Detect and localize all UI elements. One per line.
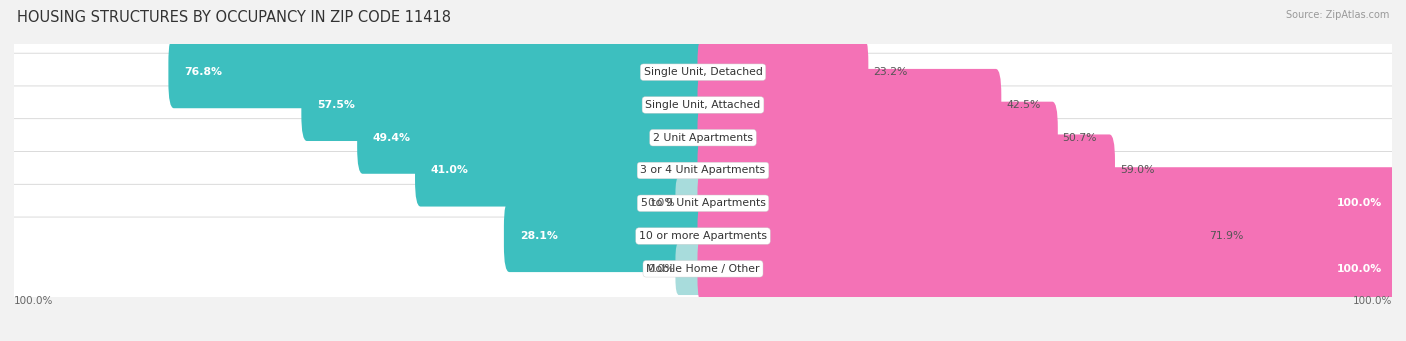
FancyBboxPatch shape (415, 134, 709, 207)
Text: 28.1%: 28.1% (520, 231, 558, 241)
Text: 0.0%: 0.0% (648, 264, 675, 274)
Text: 100.0%: 100.0% (14, 296, 53, 306)
Text: Mobile Home / Other: Mobile Home / Other (647, 264, 759, 274)
Text: HOUSING STRUCTURES BY OCCUPANCY IN ZIP CODE 11418: HOUSING STRUCTURES BY OCCUPANCY IN ZIP C… (17, 10, 451, 25)
FancyBboxPatch shape (675, 242, 706, 295)
Text: Single Unit, Detached: Single Unit, Detached (644, 67, 762, 77)
FancyBboxPatch shape (697, 233, 1398, 305)
FancyBboxPatch shape (697, 134, 1115, 207)
Legend: Owner-occupied, Renter-occupied: Owner-occupied, Renter-occupied (572, 339, 834, 341)
Text: 49.4%: 49.4% (373, 133, 411, 143)
FancyBboxPatch shape (697, 200, 1204, 272)
FancyBboxPatch shape (0, 184, 1406, 288)
Text: 100.0%: 100.0% (1336, 264, 1382, 274)
FancyBboxPatch shape (169, 36, 709, 108)
Text: 100.0%: 100.0% (1353, 296, 1392, 306)
FancyBboxPatch shape (697, 36, 869, 108)
FancyBboxPatch shape (503, 200, 709, 272)
Text: 5 to 9 Unit Apartments: 5 to 9 Unit Apartments (641, 198, 765, 208)
Text: 59.0%: 59.0% (1119, 165, 1154, 176)
FancyBboxPatch shape (0, 151, 1406, 255)
FancyBboxPatch shape (0, 53, 1406, 157)
Text: 41.0%: 41.0% (430, 165, 468, 176)
FancyBboxPatch shape (697, 102, 1057, 174)
FancyBboxPatch shape (0, 20, 1406, 124)
Text: 3 or 4 Unit Apartments: 3 or 4 Unit Apartments (641, 165, 765, 176)
FancyBboxPatch shape (697, 167, 1398, 239)
Text: 57.5%: 57.5% (318, 100, 356, 110)
Text: 100.0%: 100.0% (1336, 198, 1382, 208)
FancyBboxPatch shape (0, 86, 1406, 190)
Text: 50.7%: 50.7% (1063, 133, 1097, 143)
FancyBboxPatch shape (357, 102, 709, 174)
Text: 0.0%: 0.0% (648, 198, 675, 208)
Text: 42.5%: 42.5% (1007, 100, 1040, 110)
FancyBboxPatch shape (301, 69, 709, 141)
Text: 2 Unit Apartments: 2 Unit Apartments (652, 133, 754, 143)
Text: 71.9%: 71.9% (1209, 231, 1243, 241)
Text: 23.2%: 23.2% (873, 67, 907, 77)
FancyBboxPatch shape (697, 69, 1001, 141)
FancyBboxPatch shape (675, 177, 706, 229)
Text: Single Unit, Attached: Single Unit, Attached (645, 100, 761, 110)
FancyBboxPatch shape (0, 217, 1406, 321)
Text: 10 or more Apartments: 10 or more Apartments (638, 231, 768, 241)
Text: Source: ZipAtlas.com: Source: ZipAtlas.com (1285, 10, 1389, 20)
Text: 76.8%: 76.8% (184, 67, 222, 77)
FancyBboxPatch shape (0, 119, 1406, 222)
